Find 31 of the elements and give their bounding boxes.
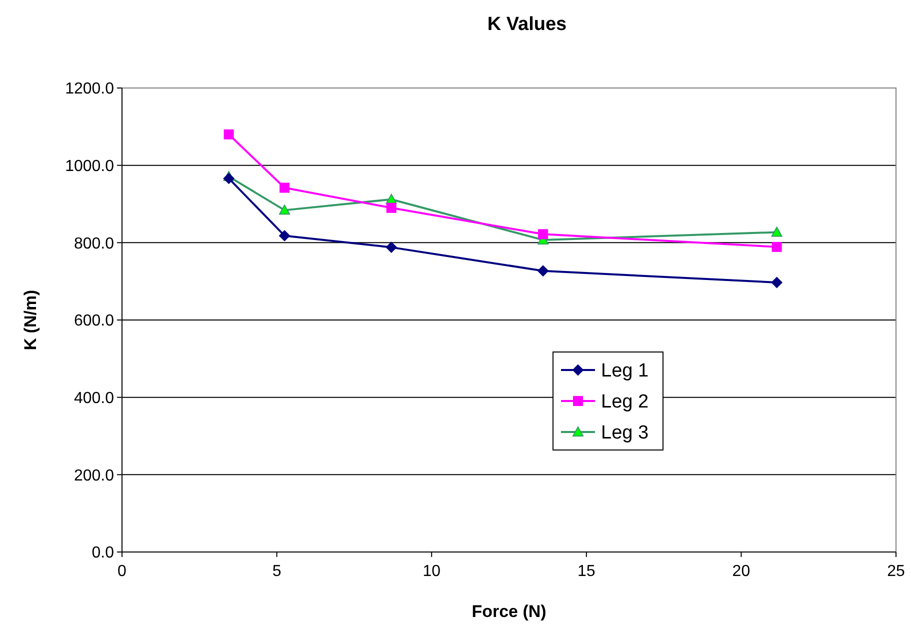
point — [223, 172, 234, 184]
point — [279, 230, 290, 242]
point — [386, 242, 397, 253]
y-axis-title: K (N/m) — [21, 290, 40, 350]
x-tick-label: 20 — [732, 563, 750, 580]
x-tick-label: 0 — [118, 563, 127, 580]
point — [772, 242, 782, 252]
point — [224, 129, 234, 140]
legend-label: Leg 2 — [601, 392, 649, 413]
point — [771, 226, 782, 237]
y-tick-label: 400.0 — [74, 390, 114, 407]
chart-title: K Values — [487, 14, 567, 35]
point — [538, 229, 548, 240]
legend-label: Leg 3 — [601, 422, 649, 444]
point — [386, 202, 396, 213]
y-tick-label: 1000.0 — [65, 158, 114, 175]
y-tick-label: 0.0 — [92, 544, 114, 562]
y-tick-label: 600.0 — [74, 312, 114, 330]
legend-label: Leg 1 — [601, 360, 649, 382]
point — [771, 276, 782, 288]
x-tick-label: 15 — [578, 563, 596, 580]
x-axis-title: Force (N) — [472, 602, 546, 621]
point — [280, 182, 290, 193]
y-tick-label: 200.0 — [74, 467, 114, 484]
y-tick-label: 800.0 — [74, 235, 114, 252]
y-tick-label: 1200.0 — [65, 80, 114, 98]
point — [279, 204, 290, 215]
point — [538, 265, 549, 276]
x-tick-label: 25 — [887, 563, 905, 580]
x-tick-label: 5 — [272, 563, 282, 580]
x-tick-label: 10 — [422, 563, 441, 580]
